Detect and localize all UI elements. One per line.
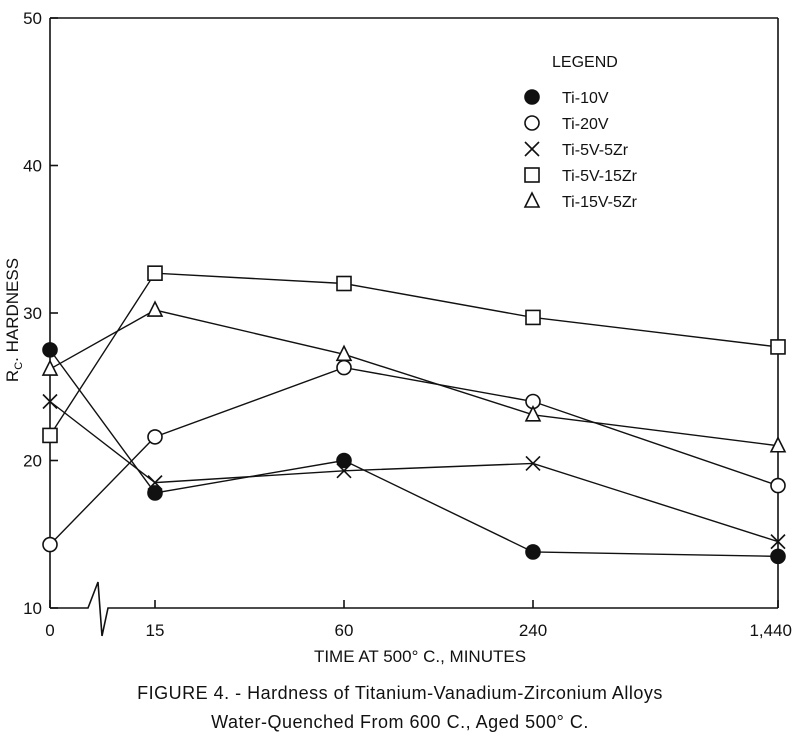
data-point-ti-15v-5zr [769,435,787,453]
y-tick-label: 10 [23,599,42,618]
figure-caption-line-1: FIGURE 4. - Hardness of Titanium-Vanadiu… [137,683,663,703]
x-axis-label: TIME AT 500° C., MINUTES [314,647,526,666]
data-point-ti-15v-5zr [146,300,164,317]
series-markers [41,265,787,565]
x-tick-label: 0 [45,621,54,640]
y-axis-label: RC. HARDNESS [3,258,25,382]
legend-marker-ti-20v [524,115,540,131]
legend-label-ti-10v: Ti-10V [562,90,609,107]
data-point-ti-5v-15zr [525,309,541,326]
data-point-ti-5v-15zr [336,275,352,292]
data-point-ti-10v [770,548,786,565]
data-point-ti-20v [42,536,58,553]
x-tick-label: 60 [335,621,354,640]
x-axis-line-with-break [50,581,778,637]
data-point-ti-15v-5zr [524,404,542,422]
data-point-ti-5v-5zr [770,534,786,550]
data-point-ti-5v-15zr [42,427,58,444]
series-line-ti-5v-15zr [49,272,779,436]
axes [49,17,779,637]
data-point-ti-15v-5zr [335,344,353,362]
data-point-ti-5v-5zr [42,393,58,410]
data-point-ti-5v-15zr [770,339,786,355]
data-point-ti-5v-5zr [525,455,541,472]
legend-marker-ti-5v-15zr [524,167,540,183]
data-point-ti-10v [42,342,58,358]
data-point-ti-20v [770,477,786,494]
data-point-ti-5v-5zr [336,463,352,479]
x-tick-label: 1,440 [749,621,792,640]
cross-stroke [336,463,352,479]
y-axis-label-sub: C [13,362,25,370]
data-point-ti-20v [336,359,352,376]
cross-stroke [42,393,58,410]
y-axis-label-rest: . HARDNESS [3,258,22,362]
cross-stroke [147,475,163,491]
data-point-ti-15v-5zr [41,359,59,376]
data-point-ti-10v [336,452,352,469]
data-point-ti-5v-15zr [147,265,163,281]
legend-marker-ti-5v-5zr [524,141,540,157]
series-line-ti-15v-5zr [49,309,779,447]
cross-stroke [524,141,540,157]
legend-label-ti-20v: Ti-20V [562,116,609,133]
data-point-ti-5v-5zr [147,475,163,491]
legend-marker-ti-15v-5zr [523,191,541,208]
x-tick-label: 240 [519,621,547,640]
figure-caption-line-2: Water-Quenched From 600 C., Aged 500° C. [211,712,589,732]
cross-stroke [525,455,541,472]
data-point-ti-20v [147,429,163,445]
data-point-ti-10v [525,544,541,560]
data-point-ti-10v [147,485,163,501]
y-tick-label: 30 [23,304,42,323]
series-line-ti-5v-5zr [49,400,779,543]
series-line-ti-20v [49,366,779,546]
legend: LEGEND Ti-10V Ti-20V Ti-5V-5Zr Ti-5V-15Zr Ti… [523,54,638,211]
y-tick-label: 40 [23,157,42,176]
x-tick-label: 15 [146,621,165,640]
legend-label-ti-15v-5zr: Ti-15V-5Zr [562,194,638,211]
legend-label-ti-5v-5zr: Ti-5V-5Zr [562,142,629,159]
tick-labels: 10 20 30 40 50 0 15 60 240 1,440 [23,9,792,640]
y-tick-label: 50 [23,9,42,28]
legend-label-ti-5v-15zr: Ti-5V-15Zr [562,168,638,185]
cross-stroke [770,534,786,550]
legend-title: LEGEND [552,54,618,71]
y-axis-label-main: R [3,370,22,382]
legend-marker-ti-10v [524,89,540,105]
y-tick-label: 20 [23,452,42,471]
